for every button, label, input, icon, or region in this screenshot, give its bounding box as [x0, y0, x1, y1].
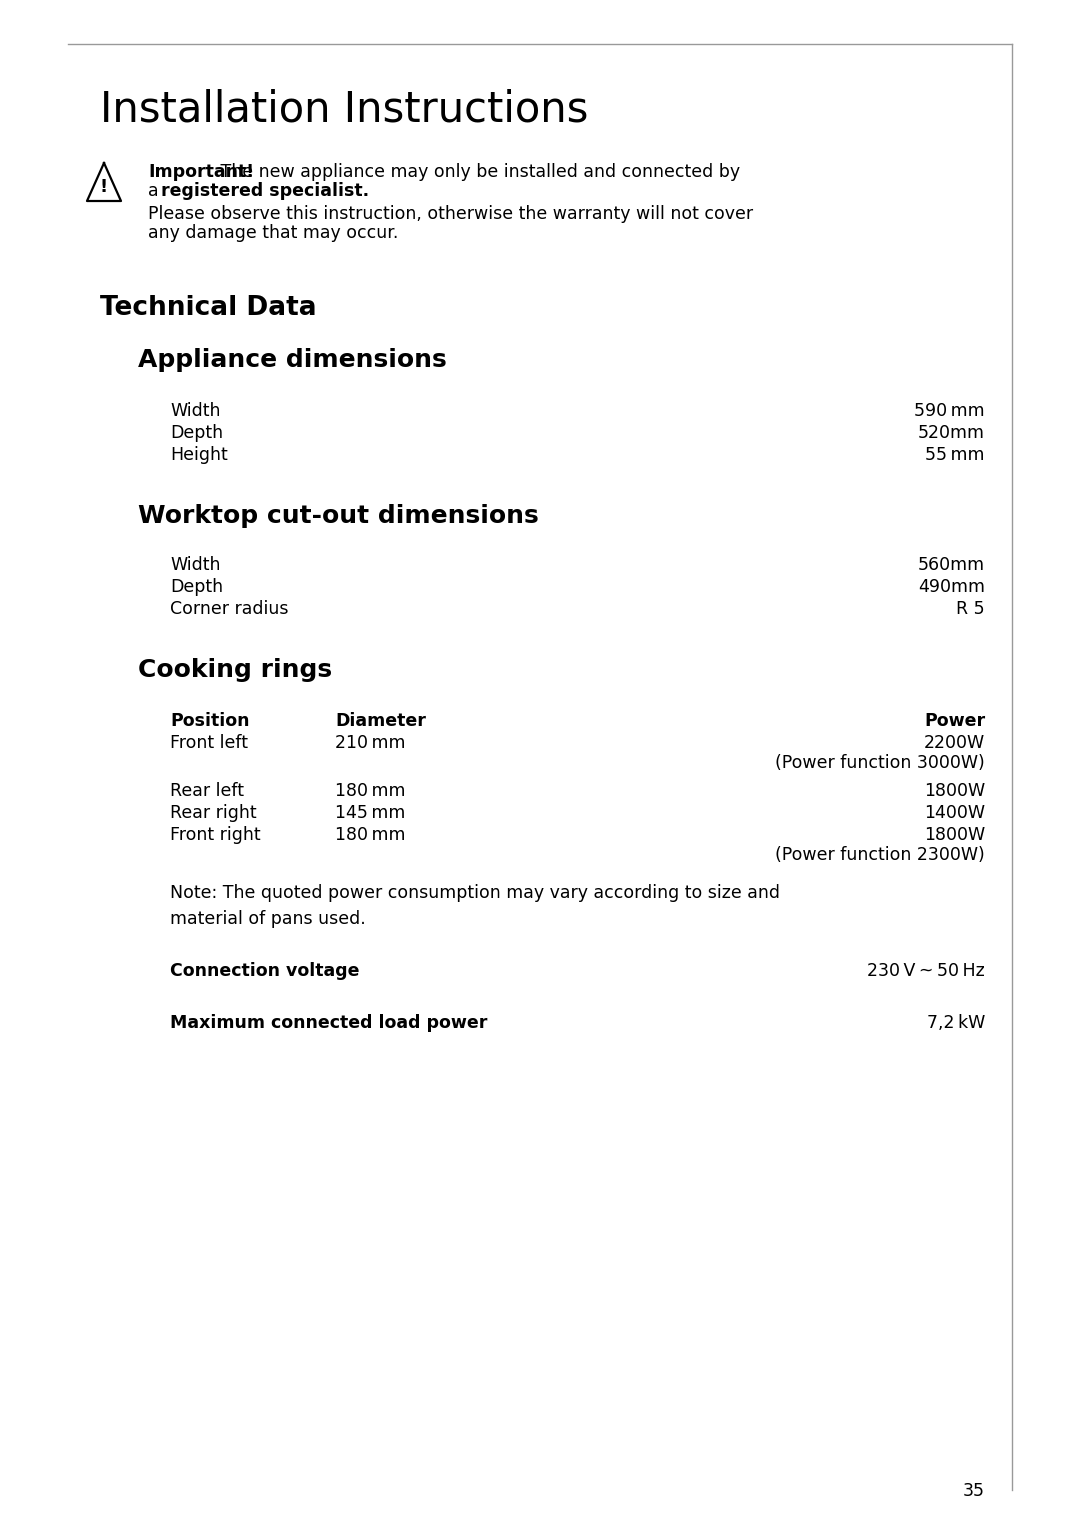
Text: (Power function 2300W): (Power function 2300W): [775, 846, 985, 864]
Text: Important!: Important!: [148, 164, 254, 180]
Text: 210 mm: 210 mm: [335, 734, 405, 752]
Text: Rear left: Rear left: [170, 781, 244, 800]
Text: Power: Power: [923, 713, 985, 729]
Text: any damage that may occur.: any damage that may occur.: [148, 225, 399, 242]
Text: Position: Position: [170, 713, 249, 729]
Text: Corner radius: Corner radius: [170, 599, 288, 618]
Text: Connection voltage: Connection voltage: [170, 962, 360, 980]
Text: 7,2 kW: 7,2 kW: [927, 1014, 985, 1032]
Text: Front left: Front left: [170, 734, 248, 752]
Text: Width: Width: [170, 557, 220, 573]
Text: Appliance dimensions: Appliance dimensions: [138, 349, 447, 372]
Text: 1400W: 1400W: [924, 804, 985, 823]
Text: Cooking rings: Cooking rings: [138, 657, 333, 682]
Text: Diameter: Diameter: [335, 713, 426, 729]
Text: Maximum connected load power: Maximum connected load power: [170, 1014, 487, 1032]
Text: 1800W: 1800W: [923, 826, 985, 844]
Text: 520mm: 520mm: [918, 424, 985, 442]
Text: Depth: Depth: [170, 424, 224, 442]
Text: (Power function 3000W): (Power function 3000W): [775, 754, 985, 772]
Text: 180 mm: 180 mm: [335, 826, 405, 844]
Text: 145 mm: 145 mm: [335, 804, 405, 823]
Text: Height: Height: [170, 446, 228, 463]
Text: 490mm: 490mm: [918, 578, 985, 596]
Text: 1800W: 1800W: [923, 781, 985, 800]
Text: Width: Width: [170, 402, 220, 420]
Text: 35: 35: [963, 1482, 985, 1500]
Text: Installation Instructions: Installation Instructions: [100, 89, 589, 130]
Text: Technical Data: Technical Data: [100, 295, 316, 321]
Text: Front right: Front right: [170, 826, 260, 844]
Text: 230 V ~ 50 Hz: 230 V ~ 50 Hz: [867, 962, 985, 980]
Text: 55 mm: 55 mm: [915, 446, 985, 463]
Text: a: a: [148, 182, 164, 200]
Text: !: !: [100, 177, 108, 196]
Text: registered specialist.: registered specialist.: [161, 182, 369, 200]
Text: 2200W: 2200W: [923, 734, 985, 752]
Text: R 5: R 5: [957, 599, 985, 618]
Text: Please observe this instruction, otherwise the warranty will not cover: Please observe this instruction, otherwi…: [148, 205, 753, 223]
Text: Depth: Depth: [170, 578, 224, 596]
Text: Rear right: Rear right: [170, 804, 257, 823]
Text: 590 mm: 590 mm: [915, 402, 985, 420]
Text: The new appliance may only be installed and connected by: The new appliance may only be installed …: [215, 164, 740, 180]
Text: 560mm: 560mm: [918, 557, 985, 573]
Text: Worktop cut-out dimensions: Worktop cut-out dimensions: [138, 505, 539, 528]
Text: Note: The quoted power consumption may vary according to size and
material of pa: Note: The quoted power consumption may v…: [170, 884, 780, 928]
Text: 180 mm: 180 mm: [335, 781, 405, 800]
